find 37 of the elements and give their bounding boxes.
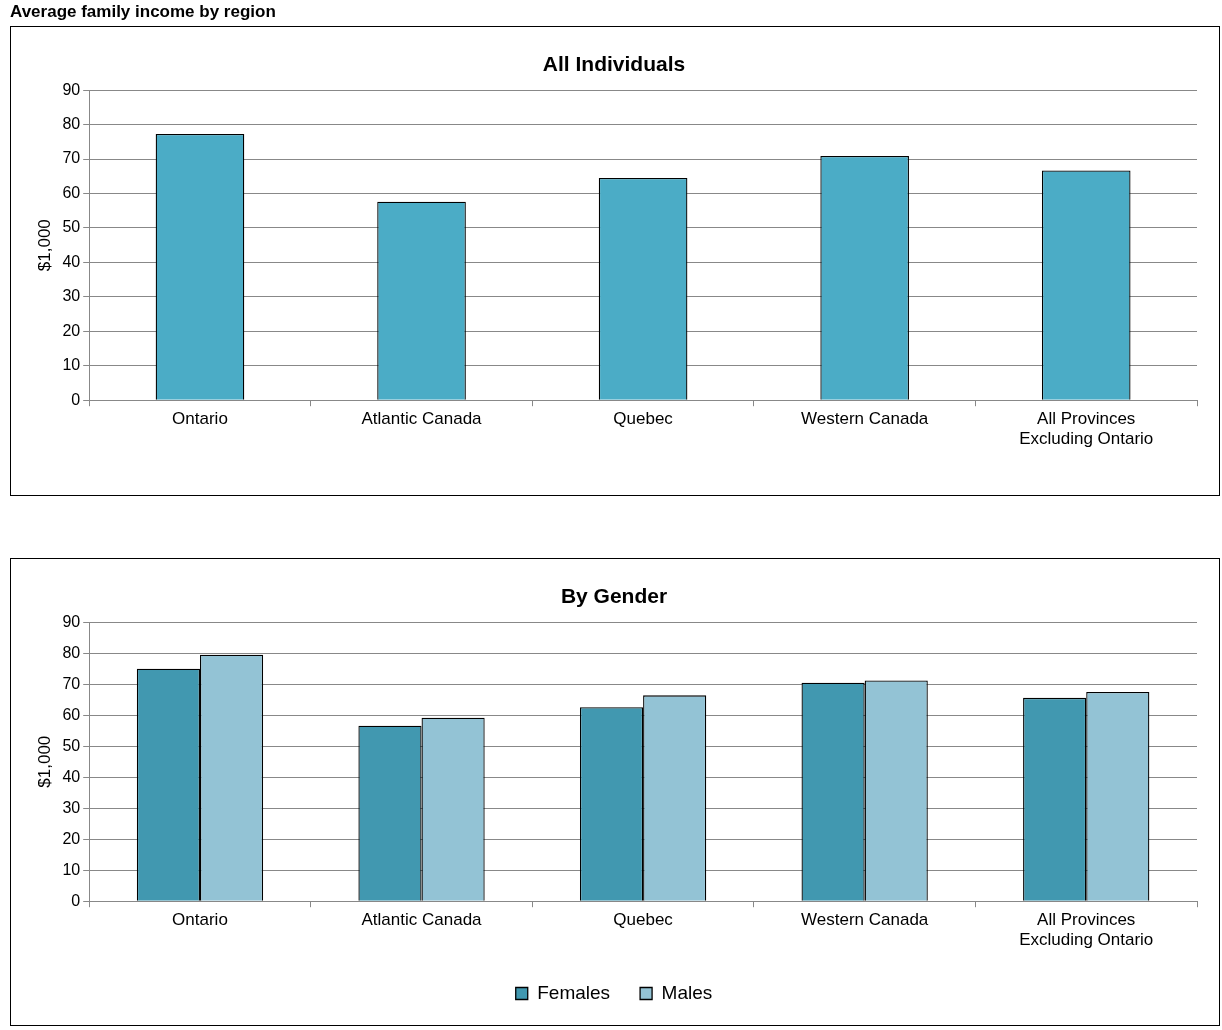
x-tick-label: Western Canada	[801, 910, 929, 930]
y-axis-title: $1,000	[34, 219, 54, 272]
x-tick-label: Quebec	[613, 409, 674, 429]
chart-title: All Individuals	[542, 52, 686, 76]
y-tick-label: 60	[62, 183, 81, 201]
y-tick-label: 20	[62, 321, 81, 339]
x-tick-label: Atlantic Canada	[361, 409, 483, 429]
y-tick-label: 0	[71, 891, 81, 909]
y-tick-label: 30	[62, 287, 81, 305]
x-tick-label: Ontario	[172, 409, 228, 429]
y-tick-label: 40	[62, 252, 81, 270]
y-tick-label: 70	[62, 149, 81, 167]
y-tick-label: 90	[62, 80, 81, 98]
y-tick-label: 90	[62, 612, 81, 630]
y-tick-label: 40	[62, 767, 81, 785]
y-tick-label: 50	[62, 218, 81, 236]
y-tick-label: 0	[71, 390, 81, 408]
legend-label: Females	[537, 981, 611, 1003]
y-tick-label: 70	[62, 674, 81, 692]
text: Average family income by region	[10, 2, 276, 22]
y-tick-label: 80	[62, 115, 81, 133]
y-axis-title: $1,000	[34, 735, 54, 788]
y-tick-label: 80	[62, 643, 81, 661]
y-tick-label: 50	[62, 736, 81, 754]
y-tick-label: 30	[62, 798, 81, 816]
y-tick-label: 10	[62, 860, 81, 878]
y-tick-label: 20	[62, 829, 81, 847]
chart-title: By Gender	[560, 584, 668, 608]
x-tick-label: Atlantic Canada	[361, 910, 483, 930]
legend-label: Males	[661, 981, 713, 1003]
x-tick-label: Western Canada	[801, 409, 929, 429]
y-tick-label: 10	[62, 356, 81, 374]
y-tick-label: 60	[62, 705, 81, 723]
x-tick-label: Quebec	[613, 910, 674, 930]
x-tick-label: All Provinces Excluding Ontario	[1019, 409, 1154, 449]
x-tick-label: All Provinces Excluding Ontario	[1019, 910, 1154, 950]
x-tick-label: Ontario	[172, 910, 228, 930]
